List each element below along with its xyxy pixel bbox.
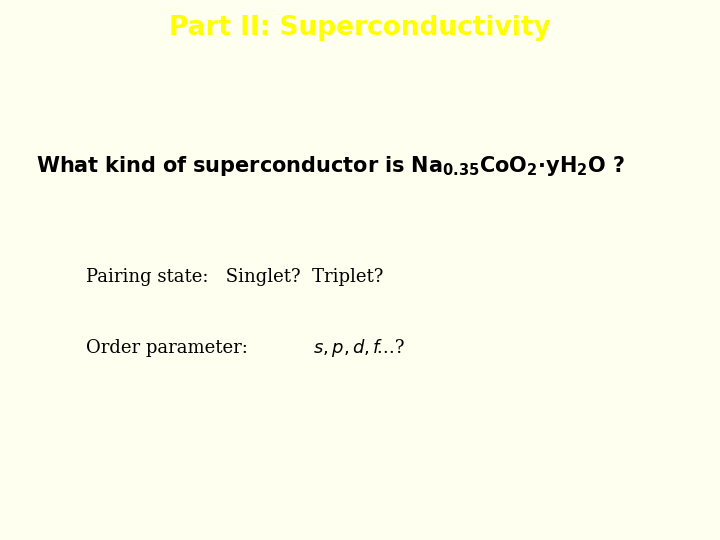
- Text: $\mathbf{What\ kind\ of\ superconductor\ is\ Na_{0.35}CoO_2{\bullet}yH_2O\ ?}$: $\mathbf{What\ kind\ of\ superconductor\…: [36, 154, 625, 178]
- Text: …?: …?: [371, 340, 405, 357]
- Text: Part II: Superconductivity: Part II: Superconductivity: [169, 15, 551, 42]
- Text: $s,p,d,f$: $s,p,d,f$: [313, 338, 384, 360]
- Text: Order parameter:: Order parameter:: [86, 340, 254, 357]
- Text: Pairing state:   Singlet?  Triplet?: Pairing state: Singlet? Triplet?: [86, 267, 384, 286]
